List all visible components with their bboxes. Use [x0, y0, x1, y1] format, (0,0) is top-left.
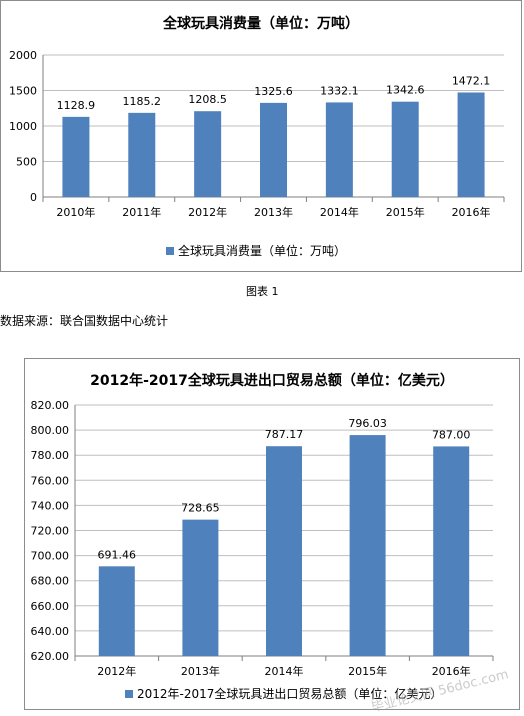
y-tick-label: 0: [30, 191, 37, 204]
x-tick-label: 2015年: [348, 664, 387, 678]
data-source-note: 数据来源：联合国数据中心统计: [0, 314, 169, 328]
x-tick-label: 2014年: [320, 205, 359, 219]
data-label: 796.03: [348, 417, 387, 430]
legend-label: 全球玩具消费量（单位：万吨）: [178, 243, 346, 258]
x-tick-label: 2011年: [122, 205, 161, 219]
bar: [194, 111, 222, 197]
y-tick-label: 1500: [9, 85, 37, 98]
data-label: 787.17: [265, 428, 304, 441]
chart-consumption-svg: 全球玩具消费量（单位：万吨） 0 500 1000 1500 2000 1128.9 201…: [9, 15, 505, 258]
x-tick-label: 2013年: [181, 664, 220, 678]
data-label: 1342.6: [386, 84, 425, 97]
data-label: 1128.9: [57, 99, 96, 112]
y-tick-label: 640.00: [31, 625, 70, 638]
y-tick-label: 620.00: [31, 650, 70, 663]
data-label: 728.65: [181, 502, 220, 515]
x-tick-label: 2012年: [97, 664, 136, 678]
bar: [433, 446, 470, 656]
bar: [182, 519, 219, 656]
y-tick-label: 720.00: [31, 525, 70, 538]
data-label: 1472.1: [452, 74, 491, 87]
bar: [349, 435, 386, 656]
figure-caption: 图表 1: [246, 285, 279, 298]
legend-swatch: [125, 690, 133, 698]
bar: [128, 112, 156, 197]
data-label: 1185.2: [123, 95, 162, 108]
chart-trade-svg: 2012年-2017全球玩具进出口贸易总额（单位：亿美元） 620.00 640.…: [31, 372, 494, 701]
x-tick-label: 2010年: [56, 205, 95, 219]
data-label: 1325.6: [254, 85, 293, 98]
y-tick-label: 1000: [9, 120, 37, 133]
chart-consumption: 全球玩具消费量（单位：万吨） 0 500 1000 1500 2000 1128.9 201…: [0, 0, 522, 272]
data-label: 1332.1: [320, 84, 359, 97]
bar: [325, 102, 353, 197]
x-tick-label: 2013年: [254, 205, 293, 219]
x-tick-label: 2014年: [265, 664, 304, 678]
bar: [98, 566, 135, 656]
x-tick-label: 2016年: [432, 664, 471, 678]
data-label: 691.46: [98, 548, 137, 561]
y-tick-label: 800.00: [31, 424, 70, 437]
y-tick-label: 700.00: [31, 550, 70, 563]
data-label: 1208.5: [188, 93, 227, 106]
chart-title: 全球玩具消费量（单位：万吨）: [162, 15, 359, 32]
y-tick-label: 820.00: [31, 399, 70, 412]
y-tick-label: 2000: [9, 49, 37, 62]
x-tick-label: 2015年: [386, 205, 425, 219]
bar: [62, 116, 90, 197]
legend-swatch: [166, 247, 174, 255]
y-tick-label: 740.00: [31, 499, 70, 512]
bar: [391, 101, 419, 197]
y-tick-label: 500: [16, 156, 37, 169]
y-tick-label: 660.00: [31, 600, 70, 613]
y-tick-label: 680.00: [31, 575, 70, 588]
bar: [266, 446, 302, 656]
y-tick-label: 760.00: [31, 474, 70, 487]
data-label: 787.00: [432, 428, 471, 441]
legend-label: 2012年-2017全球玩具进出口贸易总额（单位：亿美元）: [137, 686, 442, 701]
bar: [260, 102, 287, 197]
y-tick-label: 780.00: [31, 449, 70, 462]
bar: [457, 92, 485, 197]
chart-title: 2012年-2017全球玩具进出口贸易总额（单位：亿美元）: [90, 372, 454, 389]
x-tick-label: 2016年: [452, 205, 491, 219]
x-tick-label: 2012年: [188, 205, 227, 219]
chart-trade: 2012年-2017全球玩具进出口贸易总额（单位：亿美元） 620.00 640.…: [24, 358, 520, 710]
